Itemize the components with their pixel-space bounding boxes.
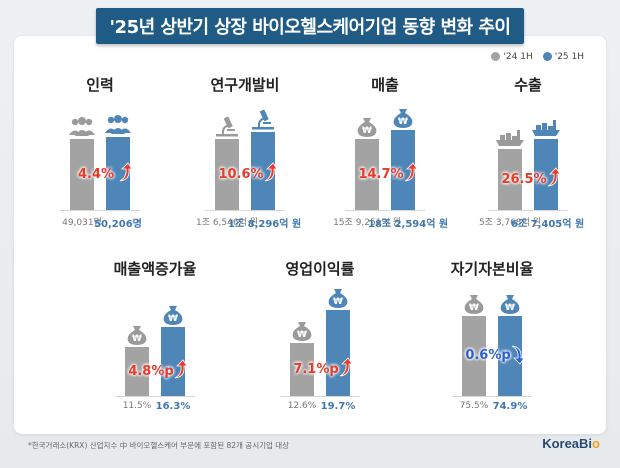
chart-title-3: 수출 [514,76,542,94]
bar-icon-6-1: ₩ [500,294,520,314]
bar-icon-0-1 [105,115,131,135]
value-label-3-0: 5조 3,768억 원 [478,218,542,228]
change-arrow-0 [119,162,133,182]
chart-title-4: 매출액증가율 [113,260,197,278]
bar-icon-3-0 [496,130,524,147]
bar-icon-5-0: ₩ [292,322,312,342]
svg-text:₩: ₩ [505,303,515,313]
change-arrow-5 [339,356,353,376]
change-arrow-3 [547,166,561,187]
chart-title-1: 연구개발비 [210,76,280,94]
value-label-4-0: 11.5% [122,401,152,411]
change-label-4: 4.8%p [128,363,174,379]
bar-icon-3-1 [532,120,560,137]
legend-label-2025: '25 1H [554,52,584,62]
svg-text:₩: ₩ [398,117,408,127]
bar-icon-4-1: ₩ [163,306,183,326]
value-label-1-0: 1조 6,546억 원 [195,218,259,228]
change-label-6: 0.6%p [465,347,511,363]
chart-baseline-4 [115,396,195,397]
value-label-4-1: 16.3% [155,401,191,412]
legend-item-2024: '24 1H [491,52,533,62]
change-arrow-2 [404,162,418,182]
logo-text: KoreaBi [542,436,593,451]
chart-baseline-1 [205,210,285,211]
svg-text:₩: ₩ [362,126,372,136]
logo-accent: o [592,436,600,451]
value-label-3-1: 6조 7,405억 원 [511,219,585,230]
bar-1-0 [215,139,239,210]
bar-icon-5-1: ₩ [328,288,348,308]
bar-icon-4-0: ₩ [127,326,147,345]
bar-icon-1-1 [252,109,274,130]
bar-2-0 [355,139,379,210]
value-label-2-1: 18조 2,594억 원 [368,219,449,230]
chart-title-0: 인력 [86,76,114,94]
bar-icon-0-0 [69,117,95,137]
svg-text:₩: ₩ [469,303,479,313]
change-label-0: 4.4% [77,166,115,182]
value-label-0-0: 49,031명 [62,218,102,228]
bar-5-1 [326,309,350,396]
svg-text:₩: ₩ [333,297,343,307]
legend: '24 1H '25 1H [491,52,584,62]
change-arrow-1 [264,162,278,182]
footnote: *한국거래소(KRX) 산업지수 中 바이오헬스케어 부문에 포함된 82개 공… [28,441,290,450]
value-label-1-1: 1조 8,296억 원 [228,219,302,230]
chart-baseline-3 [488,210,568,211]
bar-0-0 [70,139,94,210]
value-label-2-0: 15조 9,251억 원 [333,218,401,228]
bar-icon-2-1: ₩ [393,108,413,128]
value-label-0-1: 50,206명 [94,219,142,230]
legend-label-2024: '24 1H [503,52,533,62]
chart-baseline-6 [452,396,532,397]
change-label-3: 26.5% [501,171,547,187]
value-label-6-0: 75.5% [459,401,489,411]
bar-3-0 [498,149,522,210]
chart-baseline-2 [345,210,425,211]
change-label-5: 7.1%p [293,361,339,377]
chart-title-2: 매출 [371,76,399,94]
svg-text:₩: ₩ [297,330,307,340]
bar-5-0 [290,343,314,396]
chart-baseline-0 [60,210,140,211]
legend-item-2025: '25 1H [542,52,584,62]
bar-icon-2-0: ₩ [357,118,377,138]
chart-title-5: 영업이익률 [285,260,355,278]
bar-icon-6-0: ₩ [464,294,484,314]
change-label-1: 10.6% [218,166,264,182]
bar-icon-1-0 [216,117,238,137]
change-arrow-6 [511,345,525,365]
value-label-6-1: 74.9% [492,401,528,412]
value-label-5-1: 19.7% [320,401,356,412]
koreabio-logo: KoreaBio [542,436,600,451]
svg-text:₩: ₩ [132,334,142,344]
page-title: '25년 상반기 상장 바이오헬스케어기업 동향 변화 추이 [96,8,524,44]
change-label-2: 14.7% [358,166,404,182]
change-arrow-4 [174,358,188,378]
chart-title-6: 자기자본비율 [450,260,534,278]
chart-baseline-5 [280,396,360,397]
value-label-5-0: 12.6% [287,401,317,411]
svg-text:₩: ₩ [168,314,178,324]
bar-6-0 [462,315,486,396]
bar-4-0 [125,347,149,396]
